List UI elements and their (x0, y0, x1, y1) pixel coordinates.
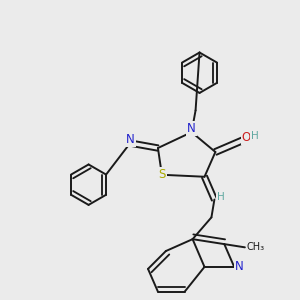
Text: N: N (126, 133, 135, 146)
Text: N: N (187, 122, 196, 135)
Text: H: H (250, 131, 258, 141)
Text: S: S (158, 168, 166, 181)
Text: N: N (235, 260, 244, 273)
Text: H: H (217, 192, 225, 202)
Text: O: O (242, 131, 251, 144)
Text: CH₃: CH₃ (246, 242, 265, 252)
